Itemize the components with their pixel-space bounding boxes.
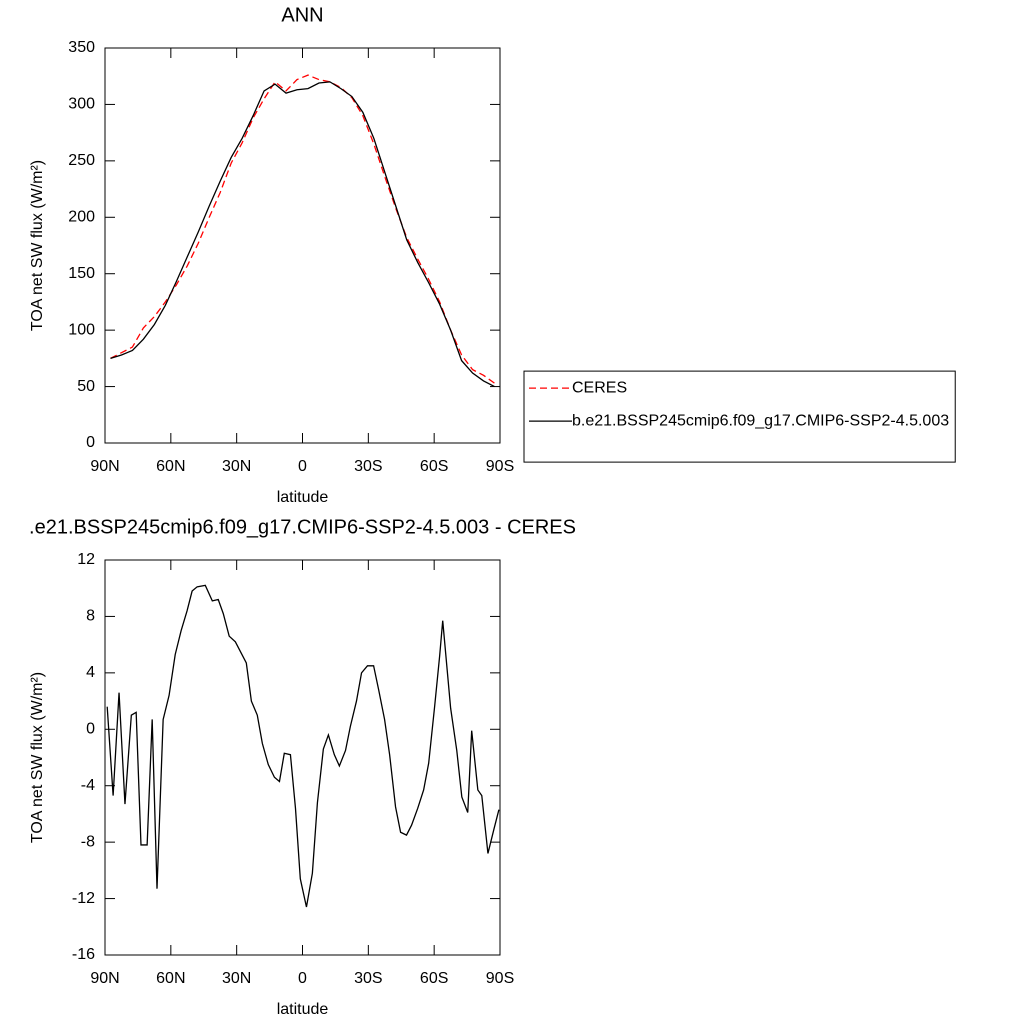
y-tick-label: 200 xyxy=(68,209,95,226)
y-tick-label: 0 xyxy=(86,434,95,451)
y-axis-label: TOA net SW flux (W/m²) xyxy=(29,160,46,331)
y-tick-label: -4 xyxy=(81,777,95,794)
x-tick-label: 60S xyxy=(420,458,448,475)
y-tick-label: 100 xyxy=(68,321,95,338)
chart-title: ANN xyxy=(281,4,323,26)
y-tick-label: 0 xyxy=(86,721,95,738)
x-axis-label: latitude xyxy=(277,1001,329,1018)
y-axis-label: TOA net SW flux (W/m²) xyxy=(29,672,46,843)
chart-title: .e21.BSSP245cmip6.f09_g17.CMIP6-SSP2-4.5… xyxy=(29,516,576,538)
x-tick-label: 30N xyxy=(222,458,251,475)
y-tick-label: 250 xyxy=(68,152,95,169)
x-tick-label: 0 xyxy=(298,458,307,475)
legend-label: b.e21.BSSP245cmip6.f09_g17.CMIP6-SSP2-4.… xyxy=(572,412,949,429)
data-line xyxy=(110,74,495,384)
y-tick-label: 50 xyxy=(77,378,95,395)
x-tick-label: 60S xyxy=(420,970,448,987)
y-tick-label: 4 xyxy=(86,664,95,681)
data-line xyxy=(110,81,495,388)
plot-frame xyxy=(104,559,501,956)
y-tick-label: -8 xyxy=(81,833,95,850)
x-tick-label: 0 xyxy=(298,970,307,987)
plot-frame xyxy=(104,47,501,444)
data-line xyxy=(106,584,500,908)
y-tick-label: 8 xyxy=(86,608,95,625)
y-tick-label: -12 xyxy=(72,890,95,907)
legend: CERES b.e21.BSSP245cmip6.f09_g17.CMIP6-SS… xyxy=(523,370,956,463)
x-tick-label: 90S xyxy=(486,970,514,987)
y-tick-label: 300 xyxy=(68,96,95,113)
y-tick-label: 350 xyxy=(68,39,95,56)
x-tick-label: 90N xyxy=(90,970,119,987)
x-tick-label: 90N xyxy=(90,458,119,475)
legend-box xyxy=(523,370,956,463)
x-axis-label: latitude xyxy=(277,489,329,506)
y-tick-label: 12 xyxy=(77,551,95,568)
x-tick-label: 30S xyxy=(354,970,382,987)
x-tick-label: 90S xyxy=(486,458,514,475)
y-tick-label: 150 xyxy=(68,265,95,282)
x-tick-label: 60N xyxy=(156,458,185,475)
x-tick-label: 30S xyxy=(354,458,382,475)
y-tick-label: -16 xyxy=(72,946,95,963)
x-tick-label: 60N xyxy=(156,970,185,987)
legend-label: CERES xyxy=(572,379,627,396)
x-tick-label: 30N xyxy=(222,970,251,987)
